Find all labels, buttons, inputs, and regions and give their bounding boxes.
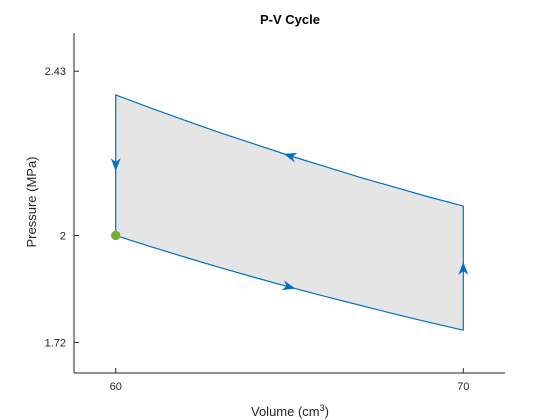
x-axis-title: Volume (cm3): [251, 403, 329, 419]
x-tick-label: 70: [457, 381, 469, 393]
x-axis-title-main: Volume (cm: [251, 404, 320, 419]
cycle-fill-area: [116, 95, 464, 330]
y-tick-label: 1.72: [45, 337, 66, 349]
y-axis-title: Pressure (MPa): [24, 156, 39, 247]
y-tick-label: 2: [60, 230, 66, 242]
x-axis-title-suffix: ): [325, 404, 329, 419]
y-tick-label: 2.43: [45, 66, 66, 78]
x-tick-label: 60: [110, 381, 122, 393]
start-point-marker: [112, 231, 120, 239]
chart-title: P-V Cycle: [260, 12, 320, 27]
